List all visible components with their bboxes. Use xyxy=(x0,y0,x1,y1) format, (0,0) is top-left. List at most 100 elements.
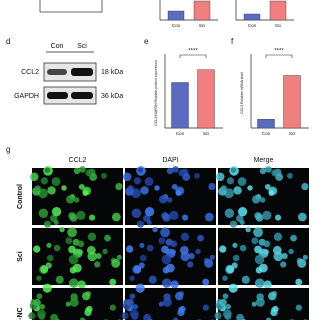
bar xyxy=(243,13,261,21)
cell xyxy=(152,226,158,233)
cell xyxy=(229,220,238,228)
blot-band xyxy=(71,92,93,99)
cell xyxy=(295,278,303,286)
bar xyxy=(257,119,275,129)
cell xyxy=(129,293,136,300)
cell xyxy=(263,280,272,289)
cell xyxy=(275,214,282,221)
cell xyxy=(86,245,96,255)
cell xyxy=(78,183,85,190)
cell xyxy=(233,186,242,195)
cell xyxy=(273,232,283,241)
cell-group xyxy=(33,226,122,289)
cell xyxy=(237,207,248,217)
cell xyxy=(84,308,92,317)
blot-band xyxy=(47,92,68,99)
cell xyxy=(241,275,250,284)
cell-group xyxy=(28,283,122,320)
cell xyxy=(247,185,253,191)
cell xyxy=(170,240,178,248)
cell xyxy=(297,258,307,268)
cell xyxy=(268,190,275,196)
cell xyxy=(232,254,240,262)
cell xyxy=(28,312,36,320)
cell xyxy=(36,293,43,300)
bar xyxy=(283,75,301,129)
cell xyxy=(95,252,102,260)
blot-band xyxy=(71,68,93,76)
cell-group xyxy=(121,283,215,320)
column-label: DAPI xyxy=(162,157,178,164)
cell xyxy=(255,278,265,288)
x-tick-label: Sci xyxy=(275,23,281,28)
cell-group xyxy=(219,226,308,289)
cell xyxy=(143,313,152,320)
cell xyxy=(222,293,229,300)
cell xyxy=(222,275,228,281)
lane-label: Con xyxy=(51,43,64,50)
panel-label: e xyxy=(144,37,149,46)
cell xyxy=(265,166,272,173)
cell xyxy=(79,317,86,320)
cell xyxy=(140,186,149,195)
cell xyxy=(180,232,190,241)
bar xyxy=(269,0,287,21)
cell xyxy=(37,309,46,319)
cell xyxy=(33,298,41,307)
column-label: Merge xyxy=(254,157,274,164)
cell xyxy=(175,190,182,196)
cell xyxy=(251,195,261,204)
cell xyxy=(239,219,245,226)
significance-bracket xyxy=(265,54,293,58)
cell xyxy=(272,245,282,255)
cell xyxy=(280,261,287,268)
cell xyxy=(89,214,96,221)
cell xyxy=(290,234,297,242)
cell xyxy=(195,248,201,255)
cell xyxy=(182,214,189,221)
cell xyxy=(301,182,309,191)
cell xyxy=(109,304,116,311)
cell xyxy=(302,254,308,260)
cell xyxy=(130,309,139,319)
cell xyxy=(259,197,266,203)
cell xyxy=(219,245,227,253)
cell xyxy=(202,278,210,286)
cell xyxy=(104,234,111,242)
cell xyxy=(36,275,42,281)
cell xyxy=(232,242,238,248)
cell xyxy=(79,166,86,173)
cell xyxy=(224,208,235,218)
cell xyxy=(51,177,61,186)
significance: **** xyxy=(188,49,198,55)
cell xyxy=(220,185,227,192)
cell xyxy=(69,297,79,307)
cell xyxy=(34,185,41,192)
cell xyxy=(131,208,142,218)
cell xyxy=(236,313,245,320)
cell xyxy=(161,254,172,265)
cell xyxy=(172,317,179,320)
cell xyxy=(137,167,144,173)
bar xyxy=(171,82,189,129)
cell xyxy=(43,220,52,228)
cell xyxy=(245,226,251,233)
cell xyxy=(202,304,209,311)
cell xyxy=(154,185,160,191)
cell xyxy=(197,234,204,242)
cell xyxy=(94,261,101,268)
cell xyxy=(85,169,93,177)
cell xyxy=(46,242,52,248)
cell xyxy=(295,304,302,311)
cell xyxy=(33,245,41,253)
cell xyxy=(165,263,175,273)
cell xyxy=(208,182,216,191)
blot-name: CCL2 xyxy=(21,69,39,76)
cell xyxy=(225,303,232,310)
cell xyxy=(259,167,267,175)
cell xyxy=(135,283,145,293)
cell xyxy=(144,207,155,217)
cell xyxy=(162,213,171,222)
cell xyxy=(59,226,65,233)
cell xyxy=(40,177,49,185)
